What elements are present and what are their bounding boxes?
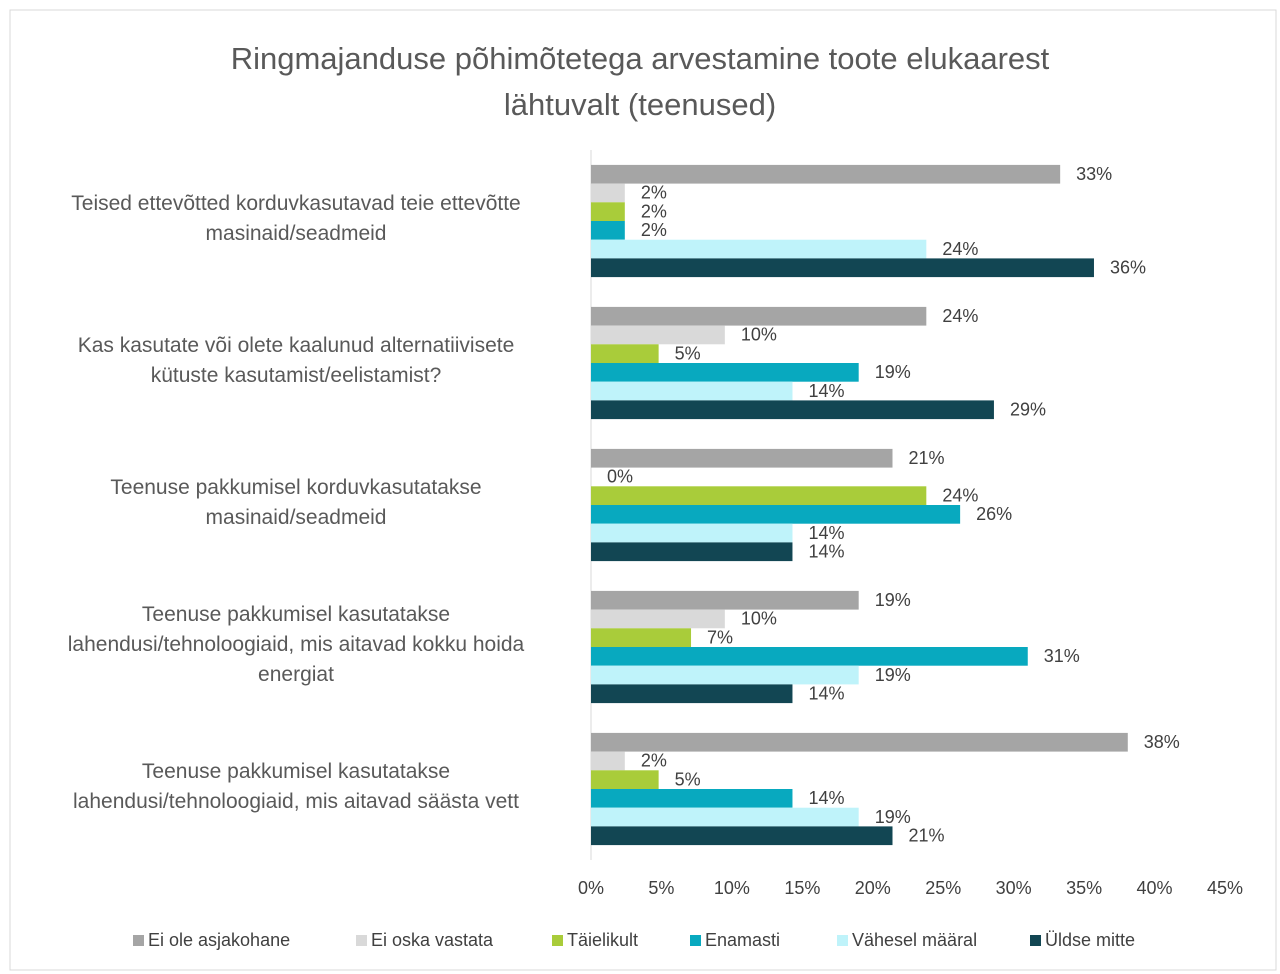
data-label: 21%	[909, 826, 945, 846]
legend-swatch	[690, 935, 701, 946]
bar	[591, 807, 859, 827]
legend-label: Täielikult	[567, 930, 638, 950]
data-label: 14%	[808, 788, 844, 808]
data-label: 31%	[1044, 646, 1080, 666]
bar	[591, 164, 1061, 184]
data-label: 5%	[675, 769, 701, 789]
bar	[591, 363, 859, 382]
data-label: 2%	[641, 201, 667, 221]
bar	[591, 609, 725, 629]
bar	[591, 523, 793, 543]
legend-label: Vähesel määral	[852, 930, 977, 950]
x-tick-label: 0%	[578, 878, 604, 898]
data-label: 36%	[1110, 258, 1146, 278]
legend-label: Enamasti	[705, 930, 780, 950]
data-label: 10%	[741, 609, 777, 629]
x-tick-label: 25%	[925, 878, 961, 898]
legend-label: Ei ole asjakohane	[148, 930, 290, 950]
legend-swatch	[1030, 935, 1041, 946]
data-label: 24%	[942, 485, 978, 505]
x-tick-label: 30%	[996, 878, 1032, 898]
legend-label: Ei oska vastata	[371, 930, 494, 950]
data-label: 2%	[641, 183, 667, 203]
category-label: Kas kasutate või olete kaalunud alternat…	[77, 334, 515, 387]
bar	[591, 628, 692, 647]
bar	[591, 684, 793, 704]
bar	[591, 732, 1128, 752]
bar	[591, 183, 625, 203]
data-label: 19%	[875, 665, 911, 685]
bar	[591, 381, 793, 401]
x-tick-label: 20%	[855, 878, 891, 898]
category-label: Teised ettevõtted korduvkasutavad teie e…	[71, 192, 521, 245]
bar	[591, 344, 659, 363]
data-label: 5%	[675, 343, 701, 363]
legend-swatch	[133, 935, 144, 946]
bar	[591, 400, 994, 420]
data-label: 26%	[976, 504, 1012, 524]
data-label: 14%	[808, 542, 844, 562]
category-label: Teenuse pakkumisel korduvkasutatakse mas…	[110, 476, 482, 529]
data-label: 14%	[808, 381, 844, 401]
chart-title: Ringmajanduse põhimõtetega arvestamine t…	[230, 41, 1050, 122]
bar	[591, 306, 927, 326]
data-label: 14%	[808, 684, 844, 704]
bar	[591, 258, 1094, 278]
x-tick-label: 5%	[648, 878, 674, 898]
data-label: 24%	[942, 239, 978, 259]
data-label: 19%	[875, 807, 911, 827]
bar	[591, 505, 961, 524]
data-label: 2%	[641, 751, 667, 771]
bar	[591, 647, 1028, 666]
x-tick-label: 35%	[1066, 878, 1102, 898]
x-tick-label: 40%	[1137, 878, 1173, 898]
data-label: 21%	[909, 448, 945, 468]
data-label: 33%	[1076, 164, 1112, 184]
x-tick-label: 45%	[1207, 878, 1243, 898]
bar	[591, 486, 927, 505]
legend-swatch	[552, 935, 563, 946]
data-label: 7%	[707, 627, 733, 647]
bar	[591, 770, 659, 789]
bar	[591, 789, 793, 808]
bar	[591, 448, 893, 468]
bar	[591, 221, 625, 240]
x-tick-label: 15%	[784, 878, 820, 898]
data-label: 14%	[808, 523, 844, 543]
data-label: 29%	[1010, 400, 1046, 420]
bar	[591, 325, 725, 345]
bar	[591, 239, 927, 259]
data-label: 2%	[641, 220, 667, 240]
bar	[591, 665, 859, 685]
data-label: 0%	[607, 467, 633, 487]
data-label: 19%	[875, 362, 911, 382]
bar	[591, 826, 893, 846]
data-label: 10%	[741, 325, 777, 345]
category-label: Teenuse pakkumisel kasutatakse lahendusi…	[73, 760, 519, 813]
bar	[591, 542, 793, 562]
category-label: Teenuse pakkumisel kasutatakse lahendusi…	[67, 603, 525, 686]
legend-swatch	[356, 935, 367, 946]
legend-label: Üldse mitte	[1045, 930, 1135, 950]
data-label: 19%	[875, 590, 911, 610]
x-tick-label: 10%	[714, 878, 750, 898]
bar	[591, 751, 625, 771]
bar	[591, 590, 859, 610]
data-label: 24%	[942, 306, 978, 326]
legend-swatch	[837, 935, 848, 946]
bar	[591, 202, 625, 221]
data-label: 38%	[1144, 732, 1180, 752]
